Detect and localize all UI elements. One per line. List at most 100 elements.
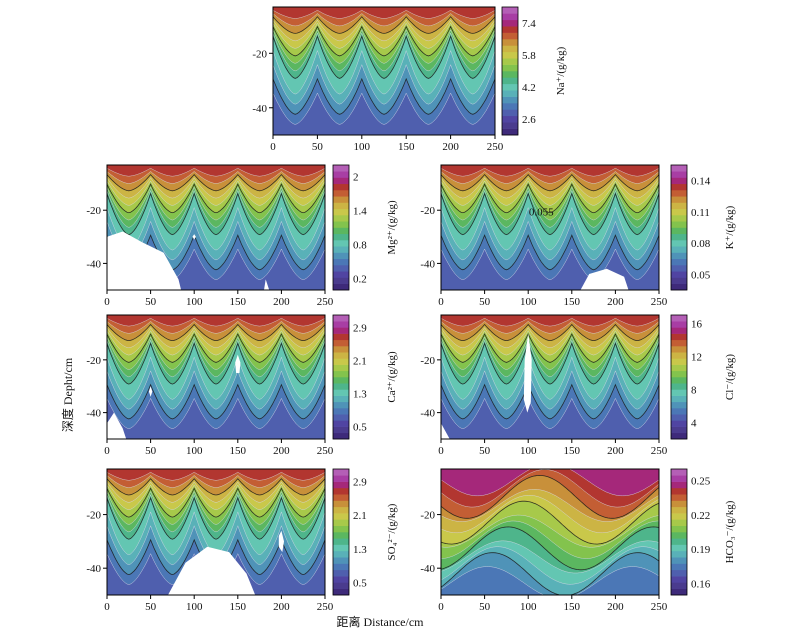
colorbar-band [333,377,349,384]
contour-line [273,13,495,27]
colorbar-band [333,401,349,409]
colorbar-band [333,252,349,260]
colorbar-band [671,358,687,365]
colorbar-band [671,557,687,564]
plot-area [441,315,659,439]
y-axis-label: 深度 Depht/cm [60,357,75,432]
contour-line [441,327,659,349]
x-tick-label: 100 [186,601,203,613]
colorbar-band [671,395,687,403]
colorbar-tick-label: 7.4 [522,18,536,30]
colorbar-band [671,588,687,596]
contour-line [441,320,659,334]
x-tick-label: 150 [398,141,415,153]
colorbar-band [333,364,349,372]
no-data-region [580,268,629,290]
colorbar-band [671,277,687,285]
colorbar-band [333,221,349,228]
contour-line [273,16,495,34]
colorbar-tick-label: 0.08 [691,238,711,250]
colorbar-band [502,83,518,91]
no-data-region [441,423,450,439]
x-tick-label: 250 [651,296,668,308]
colorbar-band [333,283,349,291]
colorbar-band [333,327,349,334]
contour-line [441,356,659,400]
x-tick-label: 150 [564,601,581,613]
colorbar-tick-label: 2.1 [353,355,367,367]
colorbar-tick-label: 1.3 [353,544,367,556]
contour-line [441,474,659,519]
colorbar-tick-label: 2.9 [353,477,367,489]
y-tick-label: -20 [420,205,435,217]
y-tick-label: -20 [420,355,435,367]
panel-k+: 0 50 100 150 200 250-20-400.0550.050.080.110.… [420,164,736,308]
colorbar-band [333,346,349,353]
no-data-region [192,234,196,240]
colorbar-frame [332,314,350,440]
contour-line [441,552,659,595]
colorbar-band [333,370,349,378]
colorbar-band [671,544,687,552]
colorbar-band [671,563,687,571]
colorbar: 0.5 1.3 2.1 2.9 Ca²⁺/(g/kg) [332,314,398,440]
contour-line [441,336,659,370]
colorbar-band [333,190,349,197]
contour-line [107,192,325,236]
colorbar-band [502,115,518,123]
x-tick-label: 50 [479,445,491,457]
colorbar-band [333,582,349,589]
colorbar-band [502,51,518,59]
x-tick-label: 200 [273,445,290,457]
colorbar-band [671,196,687,203]
colorbar-band [671,246,687,253]
contour-line [273,49,495,95]
x-tick-label: 250 [651,445,668,457]
colorbar-band [671,513,687,520]
plot-area [273,7,495,135]
colorbar-tick-label: 4 [691,417,697,429]
panel-ca2+: 0 50 100 150 200 250 -20 -40 0.5 1.3 2.1 2.9 Ca²⁺/(g… [86,314,398,457]
colorbar-band [671,389,687,396]
colorbar-band [333,215,349,222]
contour-line [441,514,659,548]
colorbar-band [333,532,349,539]
contour-line [273,10,495,19]
panel-mg2+: 0 50 100 150 200 250 -20 -40 0.2 0.8 1.4 2 Mg²⁺/(g/k… [86,164,398,308]
contour-line [441,317,659,327]
plot-area [441,469,659,595]
colorbar-unit-label: Cl⁻/(g/kg) [724,354,736,400]
x-tick-label: 100 [354,141,371,153]
colorbar-band [502,96,518,104]
band-fill [107,398,325,439]
contour-line [441,177,659,199]
colorbar-band [333,563,349,571]
x-tick-label: 250 [317,296,334,308]
colorbar-tick-label: 2.9 [353,322,367,334]
colorbar-band [333,469,349,476]
contour-line [273,32,495,72]
colorbar-tick-label: 1.4 [353,205,367,217]
contour-line [107,183,325,214]
contour-line [441,330,659,356]
colorbar-band [671,339,687,347]
colorbar-band [333,432,349,440]
y-tick-label: -20 [86,205,101,217]
colorbar-band [333,277,349,285]
colorbar-band [502,128,518,136]
colorbar-band [671,506,687,514]
colorbar-band [333,352,349,359]
x-tick-label: 0 [104,445,110,457]
x-tick-label: 250 [651,601,668,613]
contour-line [107,333,325,363]
colorbar-band [333,246,349,253]
plot-area [107,315,325,439]
colorbar: 0.2 0.8 1.4 2 Mg²⁺/(g/kg) [332,164,398,291]
colorbar-unit-label: K⁺/(g/kg) [724,205,736,249]
contour-line [107,317,325,327]
contour-line [107,370,325,410]
contour-line [441,333,659,363]
panels: 0 50 100 150 200 250-20-402.64.25.87.4Na⁺/(g/… [86,6,736,613]
no-data-region [523,333,532,413]
colorbar-band [333,383,349,390]
